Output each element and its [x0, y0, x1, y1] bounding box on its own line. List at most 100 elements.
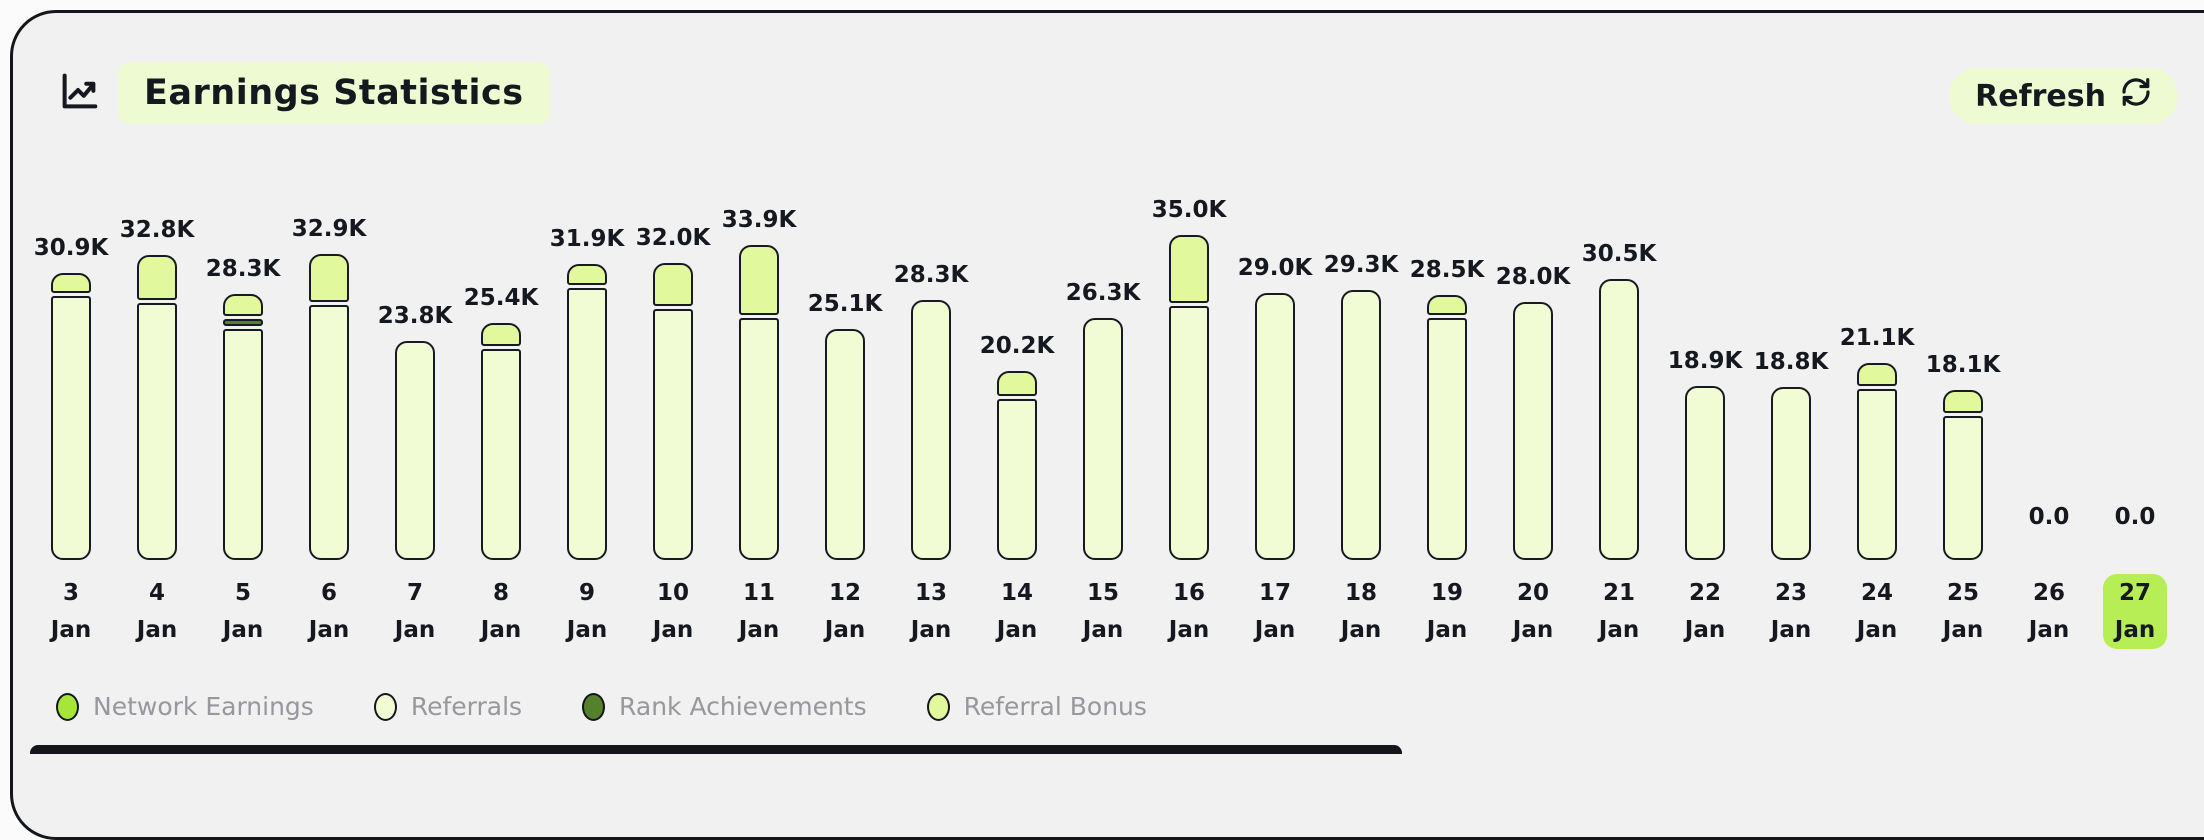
bar-17-jan[interactable] [1255, 293, 1295, 560]
x-axis-label-13-jan[interactable]: 13 Jan [899, 574, 963, 649]
month-label: Jan [1942, 617, 1984, 644]
bar-5-jan[interactable] [223, 293, 263, 560]
bar-value-label: 32.9K [291, 216, 367, 243]
segment-referrals [1083, 318, 1123, 560]
day-number: 13 [914, 580, 947, 606]
day-pill: 21 Jan [1587, 574, 1651, 649]
chart-column: 25.1K 12 Jan [802, 188, 888, 649]
x-axis-label-23-jan[interactable]: 23 Jan [1759, 574, 1823, 649]
x-axis-label-11-jan[interactable]: 11 Jan [727, 574, 791, 649]
x-axis-label-3-jan[interactable]: 3 Jan [39, 574, 103, 649]
chart-column: 25.4K 8 Jan [458, 188, 544, 649]
segment-referrals [1943, 416, 1983, 560]
bar-25-jan[interactable] [1943, 390, 1983, 560]
legend-item-network-earnings[interactable]: Network Earnings [56, 692, 314, 721]
legend-item-referral-bonus[interactable]: Referral Bonus [926, 692, 1147, 721]
x-axis-label-26-jan[interactable]: 26 Jan [2017, 574, 2081, 649]
day-pill: 17 Jan [1243, 574, 1307, 649]
month-label: Jan [824, 617, 866, 644]
chart-column: 18.8K 23 Jan [1748, 188, 1834, 649]
x-axis-label-8-jan[interactable]: 8 Jan [469, 574, 533, 649]
x-axis-label-4-jan[interactable]: 4 Jan [125, 574, 189, 649]
bar-13-jan[interactable] [911, 299, 951, 560]
day-number: 4 [148, 580, 165, 606]
x-axis-label-16-jan[interactable]: 16 Jan [1157, 574, 1221, 649]
bar-value-label: 31.9K [549, 225, 625, 252]
x-axis-label-10-jan[interactable]: 10 Jan [641, 574, 705, 649]
bar-22-jan[interactable] [1685, 386, 1725, 560]
bar-value-label: 32.8K [119, 217, 195, 244]
x-axis-label-22-jan[interactable]: 22 Jan [1673, 574, 1737, 649]
x-axis-label-5-jan[interactable]: 5 Jan [211, 574, 275, 649]
bar-24-jan[interactable] [1857, 362, 1897, 560]
month-label: Jan [1082, 617, 1124, 644]
bar-16-jan[interactable] [1169, 235, 1209, 560]
x-axis-label-18-jan[interactable]: 18 Jan [1329, 574, 1393, 649]
bar-10-jan[interactable] [653, 262, 693, 560]
bar-value-label: 29.3K [1323, 252, 1399, 279]
day-number: 24 [1860, 580, 1893, 606]
segment-referrals [395, 341, 435, 560]
x-axis-label-7-jan[interactable]: 7 Jan [383, 574, 447, 649]
segment-referral-bonus [653, 262, 693, 306]
segment-referrals [1427, 318, 1467, 560]
x-axis-label-19-jan[interactable]: 19 Jan [1415, 574, 1479, 649]
x-axis-label-14-jan[interactable]: 14 Jan [985, 574, 1049, 649]
bar-4-jan[interactable] [137, 255, 177, 560]
bar-21-jan[interactable] [1599, 279, 1639, 560]
x-axis-label-24-jan[interactable]: 24 Jan [1845, 574, 1909, 649]
plot-area: 26.3K [1060, 188, 1146, 560]
bar-20-jan[interactable] [1513, 302, 1553, 560]
bar-7-jan[interactable] [395, 341, 435, 560]
segment-referrals [309, 305, 349, 560]
bar-18-jan[interactable] [1341, 290, 1381, 560]
day-pill: 13 Jan [899, 574, 963, 649]
chart-column: 29.3K 18 Jan [1318, 188, 1404, 649]
bar-14-jan[interactable] [997, 371, 1037, 560]
day-pill: 6 Jan [297, 574, 361, 649]
month-label: Jan [222, 617, 264, 644]
referrals-swatch [373, 692, 397, 721]
bar-15-jan[interactable] [1083, 318, 1123, 560]
x-axis-label-17-jan[interactable]: 17 Jan [1243, 574, 1307, 649]
bar-3-jan[interactable] [51, 272, 91, 560]
day-number: 9 [578, 580, 595, 606]
bar-8-jan[interactable] [481, 323, 521, 560]
plot-area: 18.8K [1748, 188, 1834, 560]
segment-referral-bonus [739, 245, 779, 316]
plot-area: 30.5K [1576, 188, 1662, 560]
x-axis-label-27-jan[interactable]: 27 Jan [2102, 574, 2168, 650]
segment-referrals [51, 295, 91, 560]
x-axis-label-20-jan[interactable]: 20 Jan [1501, 574, 1565, 649]
bar-19-jan[interactable] [1427, 294, 1467, 560]
legend-item-referrals[interactable]: Referrals [373, 692, 522, 721]
bar-9-jan[interactable] [567, 263, 607, 560]
plot-area: 25.4K [458, 188, 544, 560]
bar-11-jan[interactable] [739, 245, 779, 560]
segment-referral-bonus [137, 255, 177, 301]
segment-referrals [1513, 302, 1553, 560]
x-axis-label-12-jan[interactable]: 12 Jan [813, 574, 877, 649]
bar-12-jan[interactable] [825, 329, 865, 560]
x-axis-label-9-jan[interactable]: 9 Jan [555, 574, 619, 649]
bar-6-jan[interactable] [309, 254, 349, 560]
plot-area: 31.9K [544, 188, 630, 560]
day-number: 10 [656, 580, 689, 606]
x-axis-label-6-jan[interactable]: 6 Jan [297, 574, 361, 649]
month-label: Jan [394, 617, 436, 644]
refresh-button[interactable]: Refresh [1949, 68, 2178, 124]
x-axis-label-25-jan[interactable]: 25 Jan [1931, 574, 1995, 649]
x-axis-label-21-jan[interactable]: 21 Jan [1587, 574, 1651, 649]
bar-23-jan[interactable] [1771, 387, 1811, 560]
bar-value-label: 0.0 [2028, 504, 2070, 530]
month-label: Jan [1684, 617, 1726, 644]
day-pill: 24 Jan [1845, 574, 1909, 649]
plot-area: 25.1K [802, 188, 888, 560]
month-label: Jan [566, 617, 608, 644]
bar-value-label: 33.9K [721, 207, 797, 234]
day-number: 14 [1000, 580, 1033, 606]
plot-area: 28.3K [200, 188, 286, 560]
legend-item-rank-achievements[interactable]: Rank Achievements [582, 692, 867, 721]
bar-value-label: 30.9K [33, 234, 109, 261]
x-axis-label-15-jan[interactable]: 15 Jan [1071, 574, 1135, 649]
